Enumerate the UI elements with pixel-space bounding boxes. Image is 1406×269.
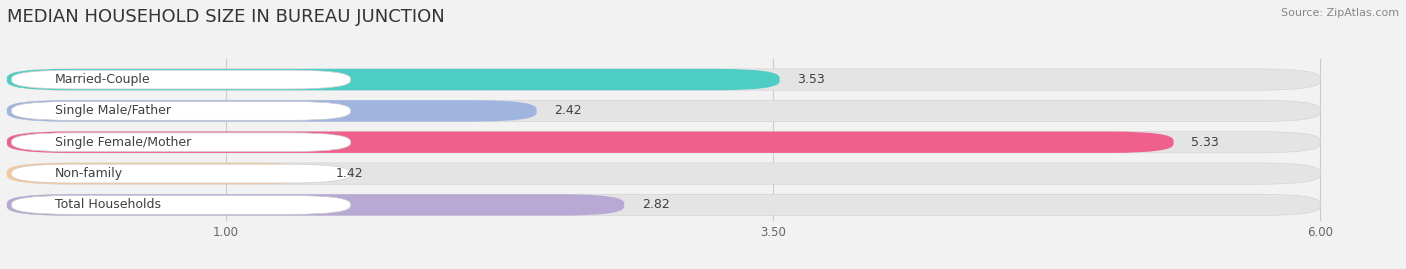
FancyBboxPatch shape	[7, 100, 537, 122]
Text: Non-family: Non-family	[55, 167, 124, 180]
FancyBboxPatch shape	[11, 70, 350, 89]
Text: MEDIAN HOUSEHOLD SIZE IN BUREAU JUNCTION: MEDIAN HOUSEHOLD SIZE IN BUREAU JUNCTION	[7, 8, 444, 26]
FancyBboxPatch shape	[7, 69, 779, 90]
Text: 1.42: 1.42	[335, 167, 363, 180]
FancyBboxPatch shape	[7, 69, 1320, 90]
Text: 2.82: 2.82	[641, 199, 669, 211]
FancyBboxPatch shape	[7, 163, 1320, 184]
FancyBboxPatch shape	[11, 164, 350, 183]
FancyBboxPatch shape	[7, 194, 624, 215]
FancyBboxPatch shape	[7, 132, 1320, 153]
FancyBboxPatch shape	[7, 163, 318, 184]
Text: Single Male/Father: Single Male/Father	[55, 104, 172, 117]
Text: Source: ZipAtlas.com: Source: ZipAtlas.com	[1281, 8, 1399, 18]
Text: 2.42: 2.42	[554, 104, 582, 117]
Text: Total Households: Total Households	[55, 199, 162, 211]
FancyBboxPatch shape	[11, 196, 350, 214]
FancyBboxPatch shape	[7, 194, 1320, 215]
Text: 5.33: 5.33	[1191, 136, 1219, 149]
Text: Single Female/Mother: Single Female/Mother	[55, 136, 191, 149]
FancyBboxPatch shape	[7, 100, 1320, 122]
Text: Married-Couple: Married-Couple	[55, 73, 150, 86]
FancyBboxPatch shape	[7, 132, 1174, 153]
FancyBboxPatch shape	[11, 101, 350, 120]
FancyBboxPatch shape	[11, 133, 350, 152]
Text: 3.53: 3.53	[797, 73, 825, 86]
